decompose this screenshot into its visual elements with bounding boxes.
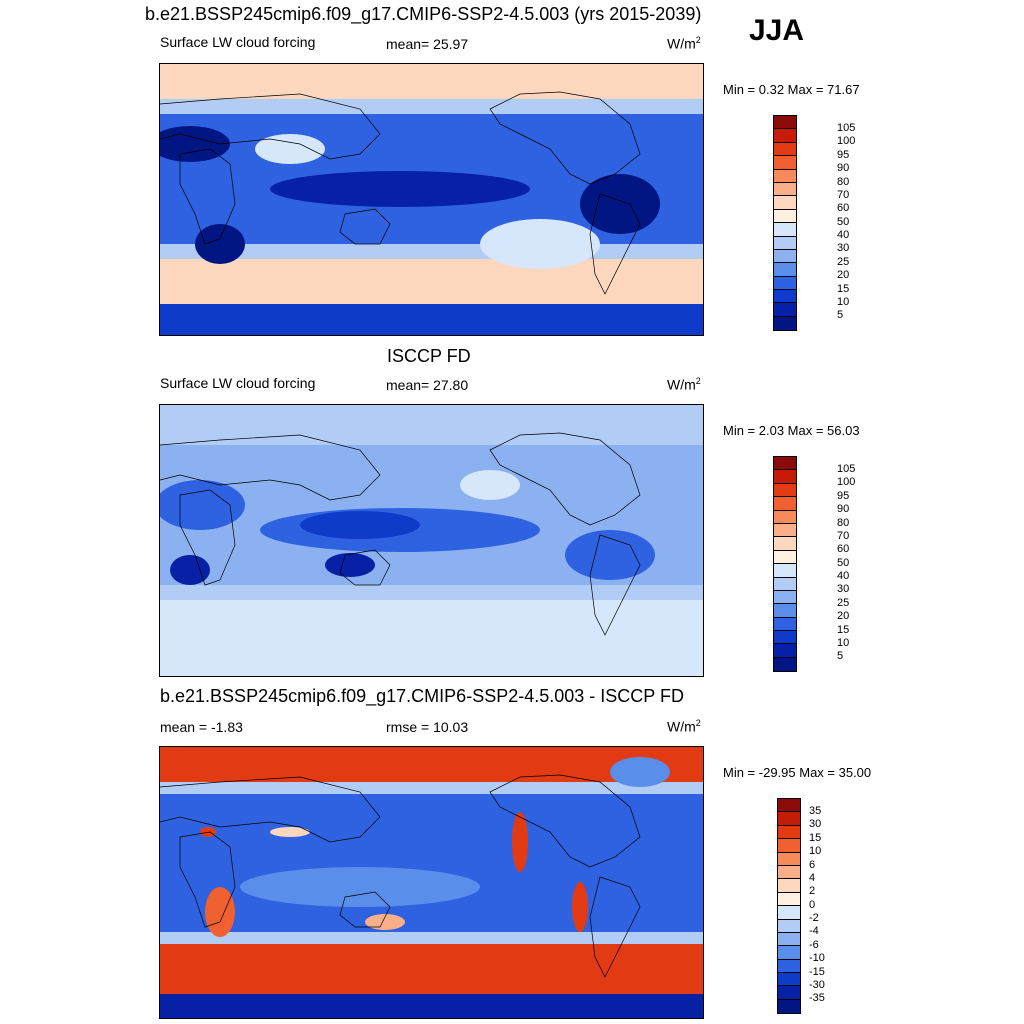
panel2-colorbar — [773, 456, 797, 673]
panel3-colorbar-tick: 6 — [809, 859, 816, 871]
panel2-colorbar-tick: 105 — [837, 463, 856, 475]
panel3-minmax: Min = -29.95 Max = 35.00 — [723, 765, 872, 780]
panel2-colorbar-tick: 70 — [837, 530, 850, 542]
panel1-colorbar — [773, 115, 797, 332]
panel3-units: W/m2 — [667, 718, 701, 735]
panel1-colorbar-tick: 105 — [837, 122, 856, 134]
panel3-colorbar-tick: -10 — [809, 952, 825, 964]
panel1-colorbar-tick: 5 — [837, 309, 844, 321]
panel1-colorbar-tick: 15 — [837, 283, 850, 295]
panel2-colorbar-tick: 95 — [837, 490, 850, 502]
panel3-colorbar-tick: 4 — [809, 872, 816, 884]
panel3-title: b.e21.BSSP245cmip6.f09_g17.CMIP6-SSP2-4.… — [160, 686, 684, 706]
panel3-colorbar-tick: -6 — [809, 939, 819, 951]
panel3-colorbar-tick: -35 — [809, 992, 825, 1004]
panel2-variable-label: Surface LW cloud forcing — [160, 375, 316, 391]
panel2-title: ISCCP FD — [387, 346, 471, 366]
panel3-colorbar-tick: -30 — [809, 979, 825, 991]
panel1-variable-label: Surface LW cloud forcing — [160, 34, 316, 50]
panel1-colorbar-tick: 95 — [837, 149, 850, 161]
panel1-colorbar-tick: 30 — [837, 242, 850, 254]
panel2-minmax: Min = 2.03 Max = 56.03 — [723, 423, 860, 438]
panel1-map — [159, 63, 704, 336]
panel2-colorbar-tick: 5 — [837, 650, 844, 662]
panel3-colorbar-tick: 15 — [809, 832, 822, 844]
panel2-colorbar-tick: 30 — [837, 583, 850, 595]
panel3-colorbar-tick: -15 — [809, 966, 825, 978]
panel3-colorbar-tick: 2 — [809, 885, 816, 897]
panel1-colorbar-tick: 20 — [837, 269, 850, 281]
panel3-rmse-label: rmse = 10.03 — [386, 719, 469, 735]
season-label: JJA — [749, 14, 805, 47]
panel3-mean-label: mean = -1.83 — [160, 719, 243, 735]
panel2-colorbar-tick: 25 — [837, 597, 850, 609]
panel3-colorbar-tick: -2 — [809, 912, 819, 924]
panel3-colorbar — [777, 798, 801, 1015]
panel3-colorbar-tick: 30 — [809, 818, 822, 830]
panel2-map — [159, 404, 704, 677]
panel2-colorbar-tick: 10 — [837, 637, 850, 649]
panel2-colorbar-tick: 90 — [837, 503, 850, 515]
panel3-colorbar-tick: 0 — [809, 899, 816, 911]
panel1-minmax: Min = 0.32 Max = 71.67 — [723, 82, 860, 97]
panel1-title: b.e21.BSSP245cmip6.f09_g17.CMIP6-SSP2-4.… — [145, 4, 702, 24]
panel3-colorbar-tick: -4 — [809, 925, 819, 937]
panel1-colorbar-tick: 10 — [837, 296, 850, 308]
panel1-colorbar-tick: 90 — [837, 162, 850, 174]
panel1-colorbar-tick: 50 — [837, 216, 850, 228]
panel2-colorbar-tick: 100 — [837, 476, 856, 488]
panel2-colorbar-tick: 40 — [837, 570, 850, 582]
panel2-colorbar-tick: 60 — [837, 543, 850, 555]
panel2-colorbar-tick: 50 — [837, 557, 850, 569]
panel2-colorbar-tick: 15 — [837, 624, 850, 636]
panel3-map — [159, 746, 704, 1019]
panel1-colorbar-tick: 70 — [837, 189, 850, 201]
panel1-mean-label: mean= 25.97 — [386, 36, 469, 52]
panel1-colorbar-tick: 60 — [837, 202, 850, 214]
panel1-colorbar-tick: 25 — [837, 256, 850, 268]
panel1-colorbar-tick: 100 — [837, 135, 856, 147]
panel1-colorbar-tick: 80 — [837, 176, 850, 188]
panel3-colorbar-tick: 35 — [809, 805, 822, 817]
panel1-units: W/m2 — [667, 35, 701, 52]
panel2-colorbar-tick: 80 — [837, 517, 850, 529]
panel2-mean-label: mean= 27.80 — [386, 377, 469, 393]
panel1-colorbar-tick: 40 — [837, 229, 850, 241]
panel3-colorbar-tick: 10 — [809, 845, 822, 857]
panel2-colorbar-tick: 20 — [837, 610, 850, 622]
panel2-units: W/m2 — [667, 376, 701, 393]
